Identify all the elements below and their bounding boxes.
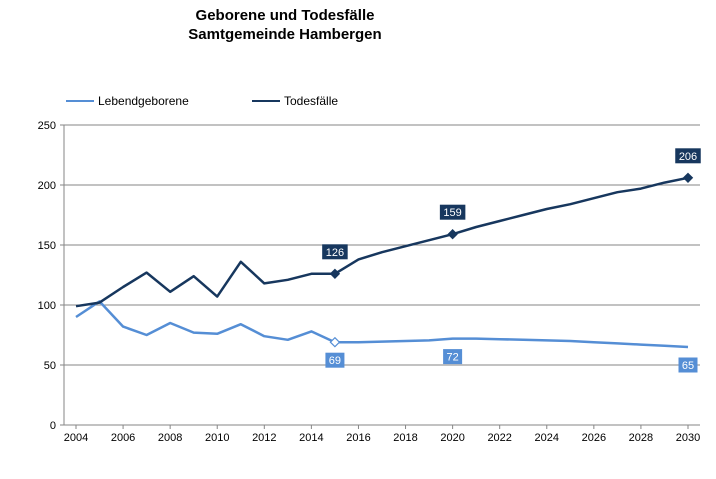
y-tick-label-250: 250 <box>38 120 56 132</box>
data-label-series-0-2030: 65 <box>682 360 694 372</box>
chart-title: Geborene und Todesfälle Samtgemeinde Ham… <box>0 6 570 44</box>
series-line-1 <box>75 176 689 308</box>
x-tick-label-2014: 2014 <box>299 432 323 444</box>
marker-series-1-2015 <box>329 268 341 280</box>
marker-series-1-2020 <box>447 228 458 240</box>
legend-item-todesfaelle: Todesfälle <box>252 94 338 108</box>
series-line-0 <box>75 300 689 349</box>
y-tick-label-50: 50 <box>44 360 56 372</box>
data-label-series-0-2020: 72 <box>446 352 458 364</box>
y-tick-label-100: 100 <box>38 300 56 312</box>
x-tick-label-2010: 2010 <box>205 432 229 444</box>
data-label-series-1-2030: 206 <box>679 151 697 163</box>
x-tick-label-2022: 2022 <box>487 432 511 444</box>
data-labels: 69 72 65 126 159 206 <box>322 148 701 373</box>
data-label-series-1-2020: 159 <box>443 207 461 219</box>
x-tick-label-2020: 2020 <box>440 432 464 444</box>
legend-swatch-lebendgeborene <box>66 100 94 102</box>
x-tick-label-2012: 2012 <box>252 432 276 444</box>
x-tick-label-2030: 2030 <box>676 432 700 444</box>
y-tick-label-150: 150 <box>38 240 56 252</box>
legend-swatch-todesfaelle <box>252 100 280 102</box>
chart-title-line-2: Samtgemeinde Hambergen <box>188 26 382 43</box>
y-tick-label-0: 0 <box>50 420 56 432</box>
x-tick-label-2006: 2006 <box>111 432 135 444</box>
marker-series-0-2015 <box>329 336 341 348</box>
series-lines <box>75 176 689 349</box>
marker-series-1-2030 <box>682 172 694 184</box>
data-label-box-series-1-2030 <box>675 148 701 164</box>
axes: 0 50 100 150 200 250 2004 2006 2008 2010 2012 2014 2… <box>38 120 701 444</box>
data-label-series-1-2015: 126 <box>326 247 344 259</box>
legend-label-todesfaelle: Todesfälle <box>284 94 339 108</box>
x-tick-label-2016: 2016 <box>346 432 370 444</box>
data-label-box-series-1-2015 <box>322 244 348 260</box>
data-label-box-series-0-2030 <box>678 357 698 373</box>
x-tick-label-2018: 2018 <box>393 432 417 444</box>
legend-label-lebendgeborene: Lebendgeborene <box>98 94 189 108</box>
x-tick-label-2028: 2028 <box>629 432 653 444</box>
y-tick-label-200: 200 <box>38 180 56 192</box>
markers <box>329 172 694 348</box>
x-tick-label-2008: 2008 <box>158 432 182 444</box>
data-label-box-series-0-2015 <box>325 352 345 368</box>
chart-title-line-1: Geborene und Todesfälle <box>195 7 375 24</box>
data-label-box-series-1-2020 <box>439 204 466 220</box>
data-label-series-0-2015: 69 <box>329 355 341 367</box>
legend-item-lebendgeborene: Lebendgeborene <box>66 94 189 108</box>
x-tick-label-2026: 2026 <box>582 432 606 444</box>
gridlines <box>64 124 700 366</box>
x-tick-label-2004: 2004 <box>64 432 88 444</box>
x-tick-label-2024: 2024 <box>535 432 559 444</box>
data-label-box-series-0-2020 <box>443 349 463 365</box>
